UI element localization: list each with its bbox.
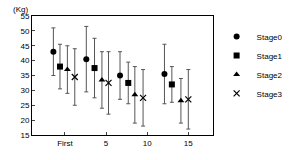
svg-text:45: 45 <box>20 42 29 51</box>
svg-text:50: 50 <box>20 27 29 36</box>
svg-text:35: 35 <box>20 71 29 80</box>
svg-text:Stage1: Stage1 <box>257 52 283 61</box>
svg-text:15: 15 <box>184 139 193 148</box>
svg-text:5: 5 <box>104 139 109 148</box>
svg-text:First: First <box>57 139 73 148</box>
svg-text:Stage2: Stage2 <box>257 71 283 80</box>
svg-text:40: 40 <box>20 56 29 65</box>
svg-text:10: 10 <box>143 139 152 148</box>
svg-text:(Kg): (Kg) <box>13 5 28 14</box>
svg-text:15: 15 <box>20 131 29 140</box>
svg-text:20: 20 <box>20 116 29 125</box>
svg-text:Stage0: Stage0 <box>257 33 283 42</box>
svg-text:55: 55 <box>20 12 29 21</box>
svg-text:Stage3: Stage3 <box>257 90 283 99</box>
svg-text:30: 30 <box>20 86 29 95</box>
svg-text:25: 25 <box>20 101 29 110</box>
